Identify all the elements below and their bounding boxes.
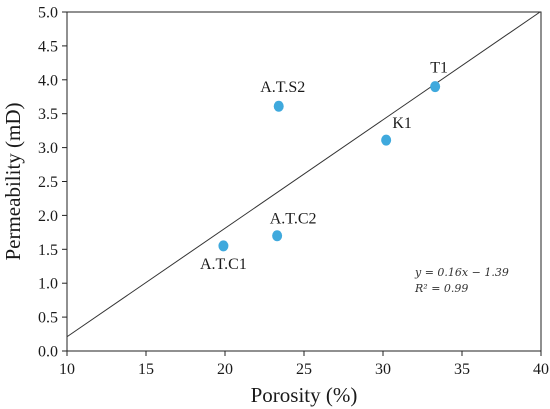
- y-tick-label: 3.0: [38, 140, 58, 157]
- x-tick-label: 35: [454, 361, 470, 378]
- equation-line: y = 0.16x − 1.39: [414, 266, 509, 279]
- y-tick-label: 0.0: [38, 344, 58, 361]
- x-tick-label: 15: [138, 361, 154, 378]
- x-tick-label: 20: [217, 361, 233, 378]
- x-axis: 10 15 20 25 30 35 40: [59, 351, 549, 378]
- r-squared-line: R² = 0.99: [414, 282, 468, 295]
- trendline: [66, 11, 541, 338]
- data-point: [272, 230, 283, 242]
- y-tick-label: 1.0: [38, 276, 58, 293]
- plot-area: [66, 11, 542, 352]
- point-label: A.T.C1: [200, 256, 247, 273]
- y-tick-label: 1.5: [38, 242, 58, 259]
- y-tick-label: 3.5: [38, 106, 58, 123]
- y-tick-label: 4.0: [38, 72, 58, 89]
- x-tick-label: 30: [375, 361, 391, 378]
- y-tick-label: 0.5: [38, 310, 58, 327]
- point-labels: A.T.C1 A.T.C2 A.T.S2 K1 T1: [200, 60, 448, 273]
- y-tick-label: 5.0: [38, 5, 58, 22]
- y-tick-label: 2.0: [38, 208, 58, 225]
- x-tick-label: 40: [533, 361, 549, 378]
- data-point: [273, 100, 284, 112]
- x-tick-label: 25: [296, 361, 312, 378]
- trendline-group: [66, 11, 541, 338]
- x-axis-title: Porosity (%): [251, 383, 358, 407]
- point-label: A.T.C2: [270, 211, 317, 228]
- data-points: [218, 81, 441, 252]
- point-label: T1: [430, 60, 448, 77]
- y-tick-label: 2.5: [38, 174, 58, 191]
- point-label: A.T.S2: [260, 79, 305, 96]
- plot-border: [66, 11, 542, 352]
- data-point: [430, 81, 441, 93]
- data-point: [381, 134, 392, 146]
- y-tick-label: 4.5: [38, 38, 58, 55]
- point-label: K1: [392, 115, 412, 132]
- y-axis-title: Permeability (mD): [1, 102, 25, 260]
- regression-equation: y = 0.16x − 1.39 R² = 0.99: [414, 266, 509, 295]
- data-point: [218, 240, 229, 252]
- y-axis: 0.0 0.5 1.0 1.5 2.0 2.5 3.0 3.5 4.0 4.5 5.0: [38, 5, 67, 361]
- x-tick-label: 10: [59, 361, 75, 378]
